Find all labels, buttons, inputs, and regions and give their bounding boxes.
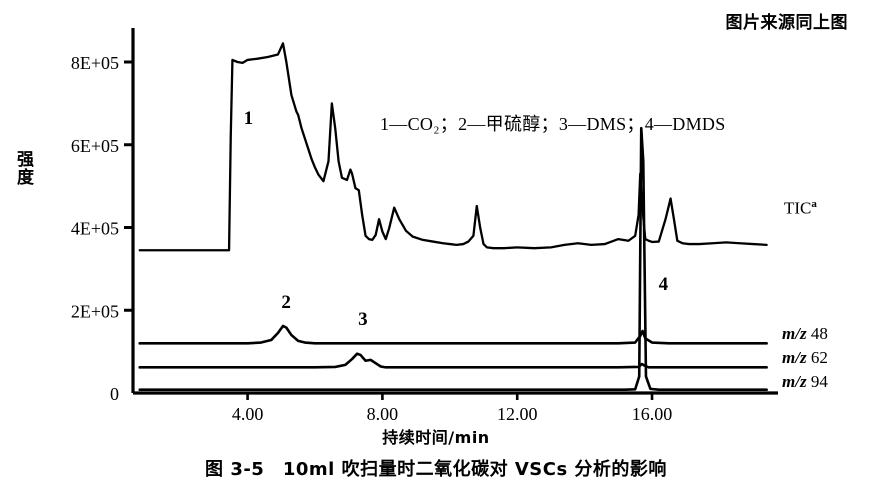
- trace-label-mz94-value: 94: [810, 372, 828, 391]
- trace-tic: [138, 42, 768, 252]
- trace-label-tic-text: TIC: [784, 198, 812, 218]
- x-axis-ticks: 4.00 8.00 12.00 16.00: [232, 393, 672, 424]
- trace-label-mz48: m/z 48: [782, 324, 828, 344]
- x-axis-tick-label: 12.00: [497, 404, 538, 424]
- x-axis-tick-label: 8.00: [367, 404, 399, 424]
- y-axis-tick-label: 8E+05: [71, 53, 119, 73]
- source-note: 图片来源同上图: [725, 13, 848, 33]
- trace-label-mz94-prefix: m/z: [782, 372, 807, 391]
- y-axis-tick-label: 6E+05: [71, 136, 119, 156]
- y-axis-ticks: 0 2E+05 4E+05 6E+05 8E+05: [71, 53, 133, 404]
- y-axis-tick-label: 0: [110, 384, 119, 404]
- x-axis-title: 持续时间/min: [382, 428, 490, 447]
- trace-label-mz62-value: 62: [810, 348, 828, 367]
- plot-area: 0 2E+05 4E+05 6E+05 8E+05 4.00 8.00 12.00 16.00…: [13, 28, 828, 447]
- trace-label-mz94: m/z 94: [782, 372, 828, 392]
- peak-label-1: 1: [243, 107, 254, 129]
- peak-label-2: 2: [281, 292, 291, 314]
- trace-label-mz62-prefix: m/z: [782, 348, 807, 367]
- x-axis-tick-label: 16.00: [632, 404, 673, 424]
- y-axis-tick-label: 4E+05: [71, 219, 119, 239]
- trace-mz48: [138, 324, 768, 345]
- trace-label-mz62: m/z 62: [782, 348, 828, 368]
- trace-label-mz48-value: 48: [810, 324, 828, 343]
- figure-caption: 图 3-5 10ml 吹扫量时二氧化碳对 VSCs 分析的影响: [205, 459, 667, 480]
- trace-label-tic: TICa: [784, 198, 817, 219]
- y-axis-title: 强度: [13, 150, 33, 186]
- y-axis-tick-label: 2E+05: [71, 301, 119, 321]
- trace-mz62: [138, 352, 768, 369]
- trace-label-mz48-prefix: m/z: [782, 324, 807, 343]
- axes: 0 2E+05 4E+05 6E+05 8E+05 4.00 8.00 12.00 16.00: [71, 28, 778, 424]
- chromatogram-svg: 0 2E+05 4E+05 6E+05 8E+05 4.00 8.00 12.00 16.00: [71, 28, 778, 424]
- peak-label-3: 3: [358, 308, 368, 330]
- peak-label-4: 4: [658, 273, 669, 295]
- peak-legend: 1—CO₂；2—甲硫醇；3—DMS；4—DMDS: [380, 114, 726, 134]
- trace-mz94: [138, 126, 768, 391]
- trace-lines: [138, 42, 768, 391]
- trace-label-tic-superscript: a: [811, 198, 817, 210]
- x-axis-tick-label: 4.00: [232, 404, 264, 424]
